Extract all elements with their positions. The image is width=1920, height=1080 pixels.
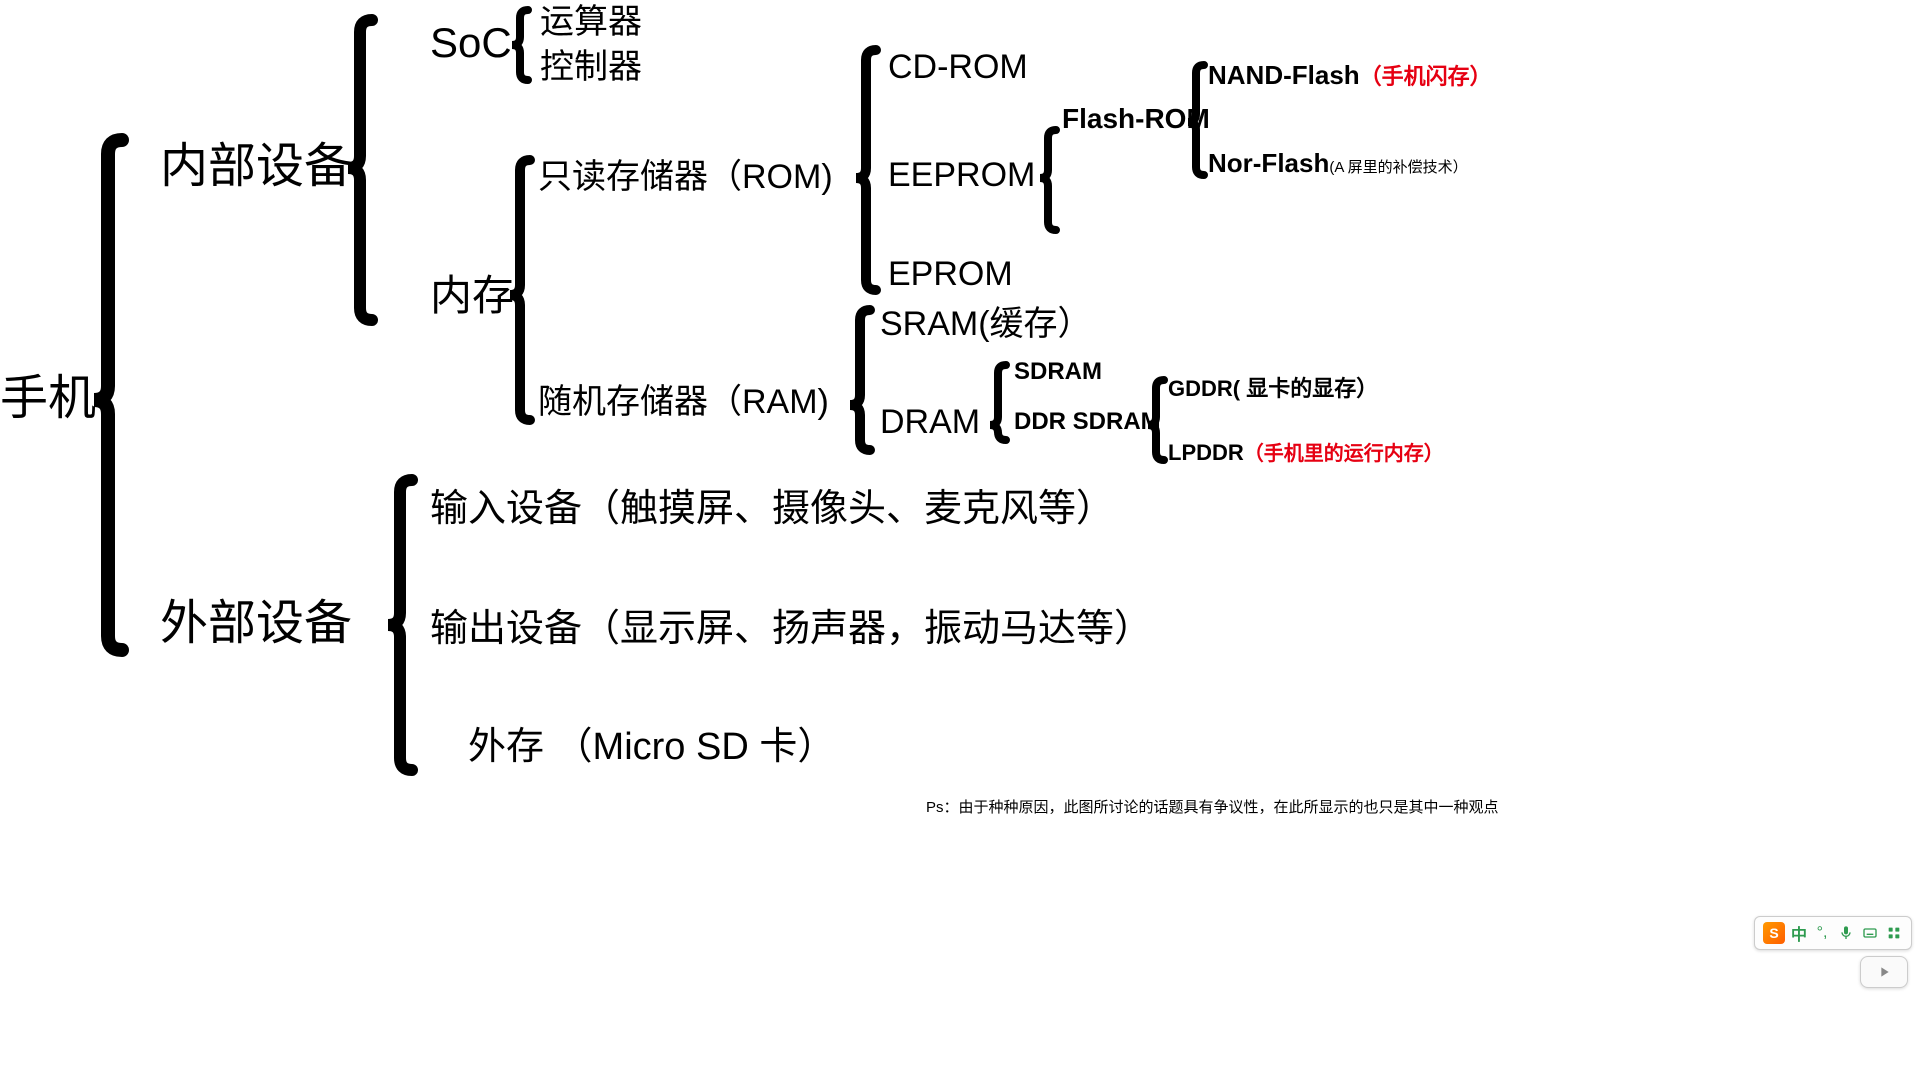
footnote: Ps：由于种种原因，此图所讨论的话题具有争议性，在此所显示的也只是其中一种观点 <box>926 796 1499 817</box>
node-external: 外部设备 <box>160 600 352 648</box>
node-eeprom: EEPROM <box>888 158 1035 192</box>
node-soc-alu: 运算器 <box>540 5 642 39</box>
node-gddr: GDDR( 显卡的显存） <box>1168 378 1378 400</box>
ime-keyboard-icon[interactable] <box>1861 924 1879 942</box>
node-ext-in: 输入设备（触摸屏、摄像头、麦克风等） <box>430 490 1114 528</box>
lpddr-note: （手机里的运行内存） <box>1244 443 1444 465</box>
ime-grid-icon[interactable] <box>1885 924 1903 942</box>
node-eprom: EPROM <box>888 257 1013 291</box>
node-rom: 只读存储器（ROM) <box>538 160 833 194</box>
lpddr-label: LPDDR <box>1168 440 1244 465</box>
node-root: 手机 <box>0 375 96 423</box>
ime-toolbar[interactable]: S 中 °, <box>1754 916 1912 950</box>
node-internal: 内部设备 <box>160 143 352 191</box>
node-sram: SRAM(缓存） <box>880 307 1092 341</box>
nand-note: （手机闪存） <box>1360 64 1492 89</box>
ime-punct-icon[interactable]: °, <box>1813 924 1831 942</box>
node-memory: 内存 <box>430 275 514 317</box>
node-dram: DRAM <box>880 405 980 439</box>
ime-mic-icon[interactable] <box>1837 924 1855 942</box>
node-nor: Nor-Flash(A 屏里的补偿技术） <box>1208 150 1468 176</box>
node-cdrom: CD-ROM <box>888 50 1028 84</box>
node-soc-ctrl: 控制器 <box>540 50 642 84</box>
node-ddr: DDR SDRAM <box>1014 410 1161 434</box>
nor-label: Nor-Flash <box>1208 148 1329 178</box>
nor-note: (A 屏里的补偿技术） <box>1329 159 1467 176</box>
node-ext-storage: 外存 （Micro SD 卡） <box>468 728 835 766</box>
node-flashrom: Flash-ROM <box>1062 105 1210 133</box>
ime-logo-icon: S <box>1763 922 1785 944</box>
ime-lang-indicator[interactable]: 中 <box>1791 921 1807 945</box>
node-lpddr: LPDDR（手机里的运行内存） <box>1168 442 1444 464</box>
node-nand: NAND-Flash（手机闪存） <box>1208 62 1492 88</box>
node-soc: SoC <box>430 22 512 64</box>
node-ram: 随机存储器（RAM) <box>538 385 829 419</box>
node-ext-out: 输出设备（显示屏、扬声器，振动马达等） <box>430 610 1152 648</box>
node-sdram: SDRAM <box>1014 360 1102 384</box>
nand-label: NAND-Flash <box>1208 60 1360 90</box>
play-button[interactable] <box>1860 956 1908 988</box>
